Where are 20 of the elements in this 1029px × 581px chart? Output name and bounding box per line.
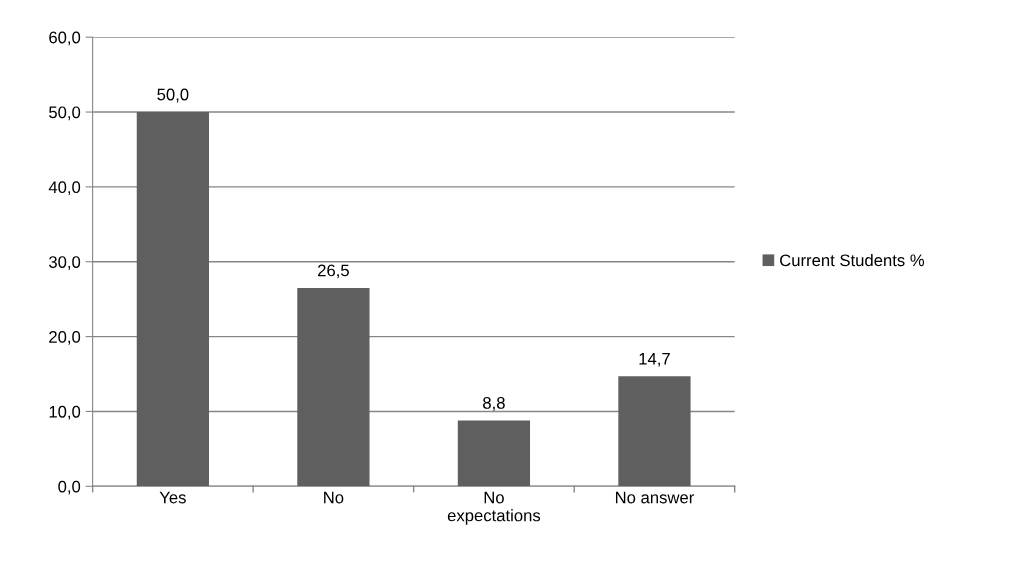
- data-label: 8,8: [483, 397, 505, 411]
- data-label: 50,0: [157, 88, 189, 103]
- y-tick-label: 50,0: [49, 106, 81, 121]
- bar: [297, 287, 370, 487]
- bar: [136, 112, 209, 487]
- bar: [618, 376, 691, 487]
- y-tick-label: 30,0: [49, 256, 81, 270]
- y-tick-label: 0,0: [58, 480, 81, 495]
- data-label: 14,7: [639, 353, 670, 367]
- y-tick-label: 10,0: [49, 405, 81, 420]
- x-tick-label: No answer: [615, 491, 694, 504]
- y-tick-label: 60,0: [49, 31, 81, 46]
- x-tick-label: No expectations: [447, 491, 541, 525]
- x-tick-label: No: [324, 491, 344, 504]
- data-label: 26,5: [318, 264, 349, 279]
- legend-label: Current Students %: [780, 253, 925, 267]
- bar: [457, 420, 531, 487]
- x-tick-label: Yes: [159, 491, 186, 504]
- y-tick-label: 40,0: [48, 181, 81, 196]
- y-tick-label: 20,0: [49, 330, 81, 345]
